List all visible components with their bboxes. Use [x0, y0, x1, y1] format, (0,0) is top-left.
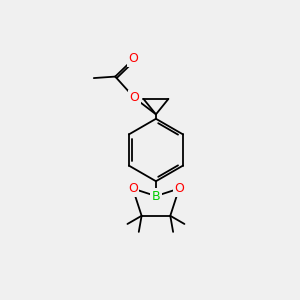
Text: B: B: [152, 190, 160, 202]
Text: O: O: [174, 182, 184, 195]
Text: O: O: [130, 92, 140, 104]
Text: O: O: [128, 182, 138, 195]
Text: O: O: [129, 52, 139, 65]
